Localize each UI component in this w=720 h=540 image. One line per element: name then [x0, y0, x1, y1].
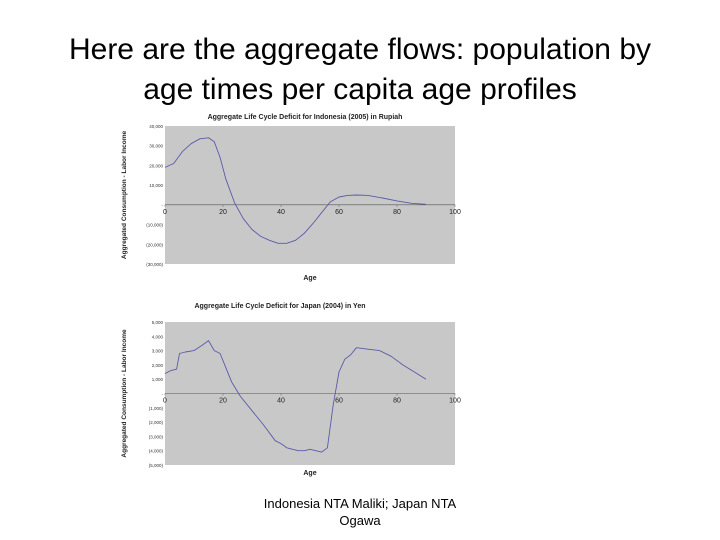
x-tick-label: 0: [163, 209, 167, 216]
source-caption: Indonesia NTA Maliki; Japan NTA Ogawa: [240, 495, 480, 529]
y-tick-label: 10,000: [149, 183, 163, 188]
x-tick-label: 80: [393, 209, 401, 216]
source-caption-line-1: Indonesia NTA Maliki; Japan NTA: [263, 496, 457, 511]
chart-title: Aggregate Life Cycle Deficit for Indones…: [208, 114, 403, 121]
x-tick-label: 40: [277, 398, 285, 405]
x-tick-label: 100: [449, 398, 461, 405]
plot-area: [165, 126, 455, 264]
y-tick-label: 4,000: [152, 334, 164, 339]
indonesia-chart: Aggregate Life Cycle Deficit for Indones…: [118, 110, 468, 285]
y-tick-label: 5,000: [152, 320, 164, 325]
y-tick-label: -: [162, 392, 164, 397]
y-axis-label: Aggregated Consumption - Labor Income: [121, 329, 128, 458]
series-line: [164, 340, 427, 453]
y-tick-label: (1,000): [149, 406, 164, 411]
x-tick-label: 20: [219, 209, 227, 216]
slide-title: Here are the aggregate flows: population…: [20, 30, 700, 110]
slide-title-line-1: Here are the aggregate flows: population…: [68, 33, 652, 66]
y-tick-label: (20,000): [146, 242, 163, 247]
japan-chart-svg: Aggregate Life Cycle Deficit for Japan (…: [121, 303, 461, 477]
slide-title-line-2: age times per capita age profiles: [143, 73, 577, 106]
x-tick-label: 100: [449, 209, 461, 216]
japan-chart: Aggregate Life Cycle Deficit for Japan (…: [118, 297, 468, 482]
x-axis-label: Age: [303, 275, 316, 282]
y-tick-label: 30,000: [149, 144, 163, 149]
series-line: [164, 137, 427, 244]
y-tick-label: 3,000: [152, 349, 164, 354]
x-tick-label: 60: [335, 398, 343, 405]
y-tick-label: -: [162, 203, 164, 208]
indonesia-chart-svg: Aggregate Life Cycle Deficit for Indones…: [121, 114, 461, 282]
y-tick-label: (4,000): [149, 449, 164, 454]
chart-title: Aggregate Life Cycle Deficit for Japan (…: [194, 303, 365, 310]
y-tick-label: 40,000: [149, 124, 163, 129]
x-tick-label: 60: [335, 209, 343, 216]
y-tick-label: (3,000): [149, 434, 164, 439]
x-tick-label: 80: [393, 398, 401, 405]
y-tick-label: 2,000: [152, 363, 164, 368]
y-tick-label: 1,000: [152, 377, 164, 382]
y-tick-label: 20,000: [149, 163, 163, 168]
y-tick-label: (5,000): [149, 463, 164, 468]
x-tick-label: 40: [277, 209, 285, 216]
y-axis-label: Aggregated Consumption - Labor Income: [121, 131, 128, 260]
y-tick-label: (10,000): [146, 223, 163, 228]
x-tick-label: 0: [163, 398, 167, 405]
source-caption-line-2: Ogawa: [339, 513, 381, 528]
x-axis-label: Age: [303, 470, 316, 477]
y-tick-label: (2,000): [149, 420, 164, 425]
x-tick-label: 20: [219, 398, 227, 405]
y-tick-label: (30,000): [146, 262, 163, 267]
